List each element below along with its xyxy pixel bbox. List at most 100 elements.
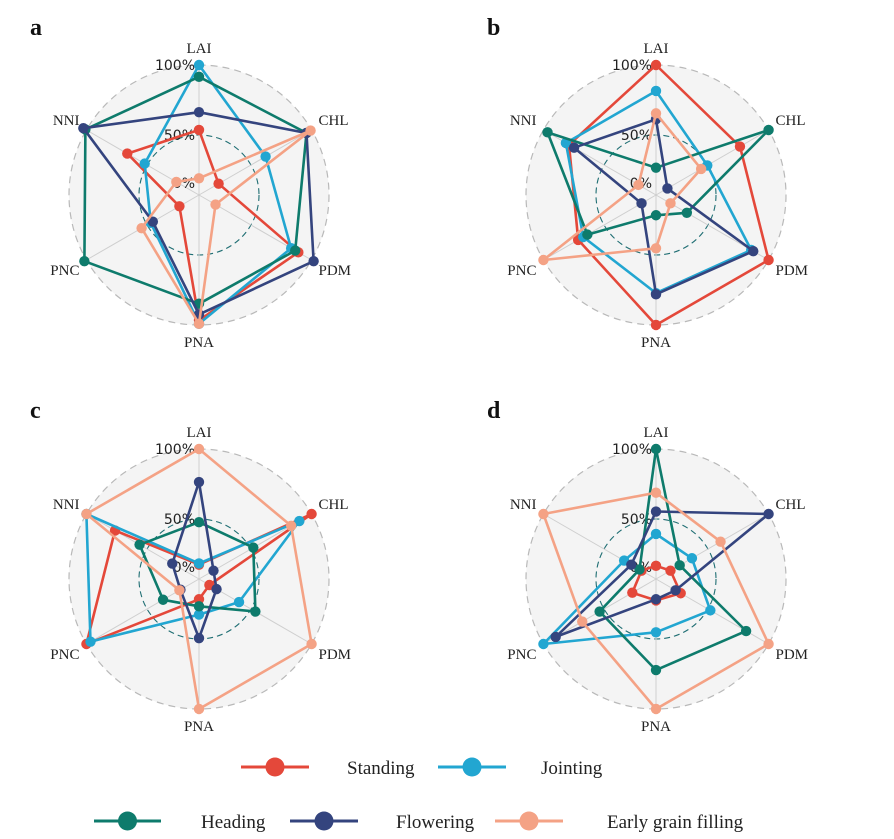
axis-label-pna: PNA [184,719,214,735]
data-point-heading-nni [634,564,645,575]
legend-marker-heading [118,811,137,831]
data-point-jointing-pdm [233,596,245,608]
axis-label-lai: LAI [644,41,669,57]
data-point-standing-nni [122,148,133,159]
legend-marker-flowering [314,811,334,831]
panel-label-c: c [30,398,41,424]
legend-item-jointing: Jointing [438,757,603,779]
data-point-flowering-lai [193,476,205,488]
data-point-standing-chl [665,565,676,576]
legend-label-early-grain-filling: Early grain filling [607,812,744,833]
axis-label-chl: CHL [319,113,349,129]
data-point-heading-chl [248,542,259,553]
data-point-early-grain-filling-chl [305,125,316,136]
axis-label-pnc: PNC [50,647,79,663]
axis-label-nni: NNI [510,113,537,129]
panel-label-d: d [487,398,501,424]
legend: Standing Jointing Heading Flowering Early gr… [94,757,744,833]
axis-label-nni: NNI [53,113,80,129]
data-point-early-grain-filling-pna [650,243,662,254]
data-point-heading-chl [763,124,774,136]
data-point-jointing-lai [193,558,205,569]
axis-label-nni: NNI [510,497,537,513]
data-point-early-grain-filling-nni [538,508,549,520]
axis-label-pnc: PNC [507,263,536,279]
data-point-flowering-chl [763,508,774,520]
series-early-grain-filling [136,125,316,330]
data-point-flowering-pna [650,289,662,300]
legend-item-flowering: Flowering [290,811,475,833]
legend-item-heading: Heading [94,811,266,833]
data-point-early-grain-filling-lai [650,487,662,498]
data-point-heading-pnc [594,606,605,617]
data-point-jointing-lai [650,85,662,97]
axis-label-nni: NNI [53,497,80,513]
data-point-jointing-chl [260,151,271,162]
data-point-flowering-nni [78,123,89,134]
legend-item-early-grain-filling: Early grain filling [495,811,744,833]
data-point-jointing-pnc [538,638,549,650]
axis-label-chl: CHL [776,113,806,129]
data-point-standing-pnc [174,201,185,212]
data-point-early-grain-filling-pna [193,318,205,330]
data-point-flowering-pnc [147,216,159,227]
legend-item-standing: Standing [241,757,415,779]
data-point-heading-nni [542,127,553,138]
data-point-standing-pnc [627,587,638,598]
data-point-early-grain-filling-chl [285,520,297,531]
axis-label-pna: PNA [184,335,214,351]
axis-label-pna: PNA [641,335,671,351]
ring-label-100pct: 100% [155,58,195,74]
data-point-heading-pdm [290,245,301,256]
ring-label-50pct: 50% [621,512,652,528]
data-point-standing-chl [734,141,746,152]
axis-label-chl: CHL [319,497,349,513]
data-point-heading-pna [650,210,662,221]
data-point-flowering-chl [662,183,673,194]
data-point-flowering-pdm [211,583,222,595]
axis-label-pdm: PDM [319,647,352,663]
axis-label-lai: LAI [644,425,669,441]
data-point-early-grain-filling-nni [633,179,644,191]
axis-label-lai: LAI [187,425,212,441]
data-point-jointing-lai [650,528,662,540]
data-point-standing-lai [193,124,205,136]
data-point-early-grain-filling-pdm [763,638,774,650]
data-point-early-grain-filling-pdm [306,638,317,650]
panels-layer: LAI CHL PDM PNA PNC NNI 0% 50% 100% a LAI CHL PDM PNA… [30,15,808,735]
axis-label-pdm: PDM [776,647,809,663]
data-point-heading-pnc [157,594,169,605]
data-point-flowering-pna [193,633,205,644]
series-heading [594,443,752,676]
data-point-early-grain-filling-nni [171,176,182,188]
data-point-flowering-pdm [748,245,759,257]
data-point-standing-chl [213,178,224,189]
data-point-jointing-chl [686,553,698,564]
data-point-heading-pnc [582,229,593,240]
data-point-early-grain-filling-pdm [210,199,221,210]
data-point-heading-lai [193,516,205,528]
data-point-heading-lai [650,162,662,173]
data-point-flowering-chl [208,565,219,576]
legend-marker-standing [265,757,285,777]
series-flowering [568,114,759,300]
legend-label-standing: Standing [347,758,415,779]
axis-label-lai: LAI [187,41,212,57]
data-point-heading-lai [193,71,205,83]
data-point-heading-lai [650,443,662,455]
data-point-flowering-pdm [670,585,681,596]
data-point-early-grain-filling-pnc [577,616,588,627]
data-point-heading-chl [674,560,685,571]
data-point-heading-pna [193,601,205,612]
data-point-standing-lai [650,59,662,71]
legend-label-jointing: Jointing [541,758,603,779]
data-point-early-grain-filling-pna [650,703,662,715]
data-point-early-grain-filling-pdm [665,198,676,209]
series-flowering [550,506,774,643]
data-point-flowering-nni [568,142,580,153]
axis-label-pna: PNA [641,719,671,735]
data-point-flowering-lai [650,506,662,517]
